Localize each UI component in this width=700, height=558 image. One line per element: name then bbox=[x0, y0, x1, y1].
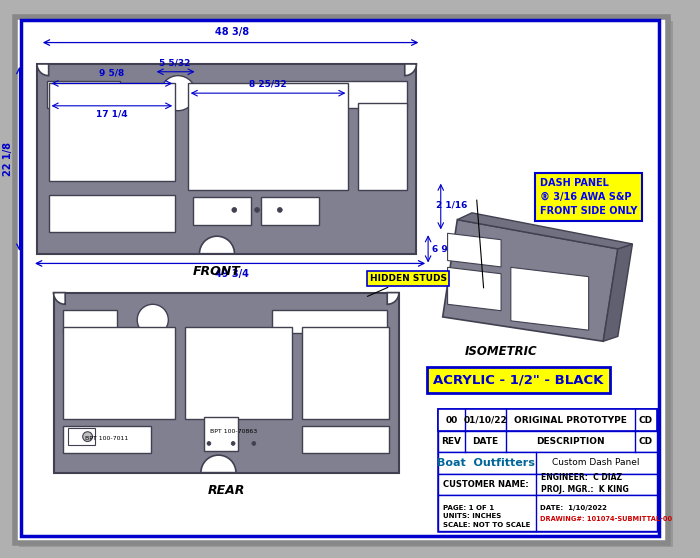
Bar bbox=[302, 326, 389, 419]
Polygon shape bbox=[511, 267, 589, 330]
Text: ORIGINAL PROTOTYPE: ORIGINAL PROTOTYPE bbox=[514, 416, 627, 425]
Circle shape bbox=[255, 208, 260, 213]
Bar bbox=[37, 64, 416, 254]
Text: DESCRIPTION: DESCRIPTION bbox=[536, 437, 605, 446]
Circle shape bbox=[160, 76, 195, 110]
Bar bbox=[47, 80, 120, 108]
Text: DRAWING#: 101074-SUBMITTAL-00: DRAWING#: 101074-SUBMITTAL-00 bbox=[540, 516, 673, 522]
Text: 5 5/32: 5 5/32 bbox=[160, 59, 191, 68]
Bar bbox=[185, 326, 292, 419]
Bar bbox=[53, 292, 399, 473]
Text: UNITS: INCHES: UNITS: INCHES bbox=[442, 513, 501, 519]
Text: REAR: REAR bbox=[207, 484, 245, 497]
Polygon shape bbox=[447, 233, 501, 267]
Text: FRONT: FRONT bbox=[193, 264, 241, 278]
Text: HIDDEN STUDS: HIDDEN STUDS bbox=[368, 274, 447, 296]
Bar bbox=[302, 426, 389, 453]
Bar bbox=[193, 198, 251, 224]
Text: 48 3/8: 48 3/8 bbox=[214, 27, 248, 37]
Bar bbox=[358, 103, 407, 190]
Text: 22 1/8: 22 1/8 bbox=[3, 142, 13, 176]
Text: DASH PANEL
® 3/16 AWA S&P
FRONT SIDE ONLY: DASH PANEL ® 3/16 AWA S&P FRONT SIDE ONL… bbox=[540, 178, 638, 217]
Text: Boat  Outfitters: Boat Outfitters bbox=[437, 458, 535, 468]
Bar bbox=[438, 431, 657, 452]
Text: 8 25/32: 8 25/32 bbox=[248, 79, 286, 88]
Polygon shape bbox=[442, 220, 618, 341]
Bar bbox=[438, 452, 657, 474]
Bar bbox=[438, 474, 657, 495]
Bar bbox=[272, 310, 387, 334]
Circle shape bbox=[232, 208, 237, 213]
Text: 9 5/8: 9 5/8 bbox=[99, 69, 125, 78]
Polygon shape bbox=[603, 244, 632, 341]
Text: Custom Dash Panel: Custom Dash Panel bbox=[552, 458, 639, 468]
Circle shape bbox=[277, 208, 282, 213]
Bar bbox=[63, 426, 150, 453]
Text: 6 9/16: 6 9/16 bbox=[432, 244, 463, 253]
Text: 49 3/4: 49 3/4 bbox=[215, 270, 248, 279]
Text: BPT 100-7011: BPT 100-7011 bbox=[85, 436, 129, 441]
Polygon shape bbox=[457, 213, 632, 249]
Circle shape bbox=[207, 441, 211, 445]
Circle shape bbox=[83, 432, 92, 441]
Bar bbox=[188, 84, 349, 190]
Text: 2 1/16: 2 1/16 bbox=[436, 200, 467, 210]
Text: ISOMETRIC: ISOMETRIC bbox=[465, 344, 538, 358]
Text: BPT 100-70863: BPT 100-70863 bbox=[210, 429, 257, 434]
Bar bbox=[48, 84, 175, 181]
Polygon shape bbox=[447, 267, 501, 311]
Text: DATE:  1/10/2022: DATE: 1/10/2022 bbox=[540, 504, 607, 511]
Wedge shape bbox=[201, 455, 236, 473]
Bar bbox=[275, 80, 407, 108]
Bar bbox=[63, 326, 175, 419]
Text: SCALE: NOT TO SCALE: SCALE: NOT TO SCALE bbox=[442, 522, 530, 528]
Wedge shape bbox=[405, 64, 416, 76]
Circle shape bbox=[137, 304, 168, 335]
Text: 01/10/22: 01/10/22 bbox=[463, 416, 508, 425]
Text: CUSTOMER NAME:: CUSTOMER NAME: bbox=[442, 480, 528, 489]
Bar bbox=[438, 410, 657, 431]
Bar bbox=[63, 310, 117, 334]
Wedge shape bbox=[199, 236, 234, 254]
Bar bbox=[48, 195, 175, 232]
Bar bbox=[438, 410, 657, 531]
Text: PROJ. MGR.:  K KING: PROJ. MGR.: K KING bbox=[541, 485, 629, 494]
Bar bbox=[204, 417, 239, 451]
Bar bbox=[438, 495, 657, 531]
Bar bbox=[261, 198, 319, 224]
Circle shape bbox=[231, 441, 235, 445]
Text: DATE: DATE bbox=[473, 437, 498, 446]
Wedge shape bbox=[37, 64, 48, 76]
Text: 00: 00 bbox=[445, 416, 458, 425]
Wedge shape bbox=[53, 292, 65, 304]
Text: ENGINEER:  C DIAZ: ENGINEER: C DIAZ bbox=[541, 473, 622, 482]
Text: PAGE: 1 OF 1: PAGE: 1 OF 1 bbox=[442, 504, 493, 511]
Wedge shape bbox=[387, 292, 399, 304]
Text: ACRYLIC - 1/2" - BLACK: ACRYLIC - 1/2" - BLACK bbox=[433, 374, 604, 387]
Bar bbox=[68, 428, 95, 445]
Text: CD: CD bbox=[639, 416, 653, 425]
Text: REV: REV bbox=[442, 437, 461, 446]
Text: CD: CD bbox=[639, 437, 653, 446]
Text: 17 1/4: 17 1/4 bbox=[96, 110, 127, 119]
Circle shape bbox=[252, 441, 256, 445]
